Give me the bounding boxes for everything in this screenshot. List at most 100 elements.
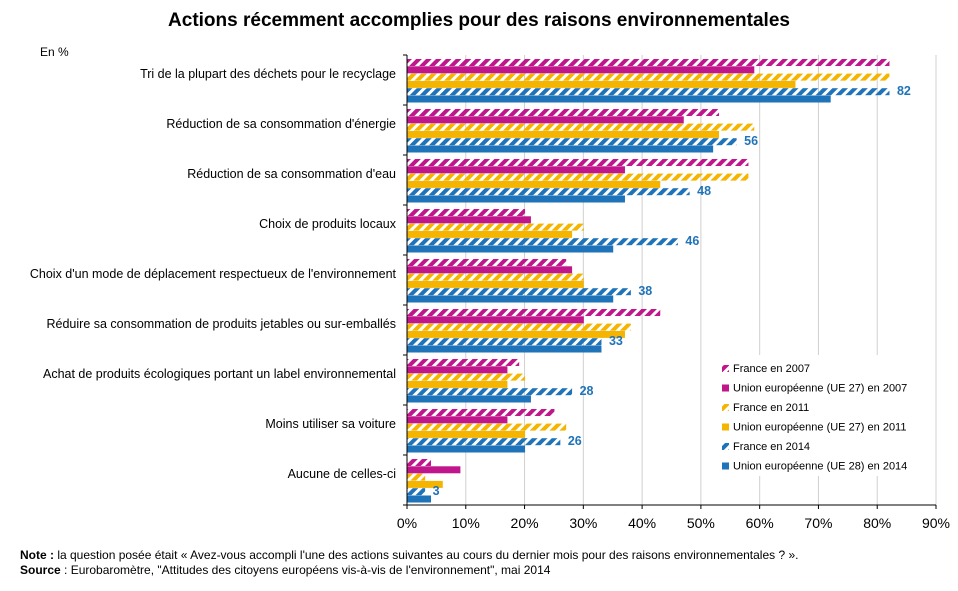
x-tick-label: 20% (511, 515, 539, 531)
bar (407, 223, 584, 231)
data-label: 38 (638, 284, 652, 298)
bar (407, 495, 432, 503)
bar (407, 316, 584, 324)
x-tick-label: 70% (804, 515, 832, 531)
legend-swatch (722, 404, 729, 411)
bar (407, 409, 555, 416)
legend-label: France en 2007 (733, 363, 810, 375)
category-labels: Tri de la plupart des déchets pour le re… (30, 67, 397, 481)
legend-label: Union européenne (UE 28) en 2014 (733, 461, 907, 473)
bar (407, 280, 584, 288)
bar (407, 273, 584, 281)
bars: 82 56 48 46 38 33 28 26 3 (407, 59, 911, 503)
bar (407, 138, 737, 146)
bar (407, 430, 526, 438)
bar (407, 245, 614, 253)
bar (407, 73, 890, 81)
bar (407, 330, 625, 338)
bar (407, 373, 526, 381)
category-label: Choix d'un mode de déplacement respectue… (30, 267, 397, 281)
bar (407, 459, 432, 466)
category-label: Réduction de sa consommation d'eau (187, 167, 396, 181)
bar (407, 216, 531, 224)
note-line: Note : la question posée était « Avez-vo… (20, 548, 799, 563)
legend: France en 2007 Union européenne (UE 27) e… (718, 355, 930, 476)
bar (407, 323, 631, 331)
data-label: 46 (685, 234, 699, 248)
bar (407, 445, 526, 453)
x-tick-label: 60% (746, 515, 774, 531)
bar (407, 380, 508, 388)
x-tick-label: 40% (628, 515, 656, 531)
bar (407, 473, 426, 481)
data-label: 82 (897, 84, 911, 98)
category-label: Réduction de sa consommation d'énergie (166, 117, 396, 131)
bar (407, 466, 461, 474)
bar (407, 109, 720, 116)
note-label: Note : (20, 548, 54, 562)
bar (407, 480, 443, 488)
bar (407, 123, 755, 131)
category-label: Réduire sa consommation de produits jeta… (47, 317, 397, 331)
bar (407, 188, 690, 196)
bar (407, 288, 631, 296)
source-text: : Eurobaromètre, "Attitudes des citoyens… (60, 563, 551, 577)
bar (407, 488, 426, 496)
bar (407, 230, 573, 238)
bar (407, 180, 661, 188)
bar (407, 80, 796, 88)
data-label: 3 (433, 484, 440, 498)
bar (407, 359, 520, 366)
bar (407, 259, 567, 266)
data-label: 33 (609, 334, 623, 348)
bar (407, 423, 567, 431)
bar (407, 345, 602, 353)
category-label: Achat de produits écologiques portant un… (43, 367, 396, 381)
bar-chart: 82 56 48 46 38 33 28 26 3 0% 10% 20% 30% 40% 50% 60% 70… (30, 54, 950, 531)
bar (407, 309, 661, 316)
data-label: 48 (697, 184, 711, 198)
bar (407, 95, 831, 103)
source-line: Source : Eurobaromètre, "Attitudes des c… (20, 563, 799, 578)
category-label: Aucune de celles-ci (288, 467, 396, 481)
chart-title: Actions récemment accomplies pour des ra… (168, 10, 790, 31)
bar (407, 266, 573, 274)
bar (407, 66, 755, 74)
axes: 0% 10% 20% 30% 40% 50% 60% 70% 80% 90% (397, 54, 950, 531)
unit-label: En % (40, 45, 69, 59)
bar (407, 209, 526, 216)
bar (407, 238, 678, 246)
x-tick-label: 80% (863, 515, 891, 531)
data-label: 26 (568, 434, 582, 448)
bar (407, 159, 749, 166)
bar (407, 388, 573, 396)
category-label: Choix de produits locaux (259, 217, 397, 231)
data-label: 28 (580, 384, 594, 398)
legend-label: France en 2014 (733, 441, 810, 453)
bar (407, 295, 614, 303)
x-tick-label: 90% (922, 515, 950, 531)
bar (407, 130, 720, 138)
category-label: Moins utiliser sa voiture (265, 417, 396, 431)
data-label: 56 (744, 134, 758, 148)
legend-label: Union européenne (UE 27) en 2011 (733, 422, 906, 434)
legend-swatch (722, 423, 729, 431)
bar (407, 395, 531, 403)
x-tick-label: 30% (569, 515, 597, 531)
legend-swatch (722, 365, 729, 372)
x-tick-label: 10% (452, 515, 480, 531)
bar (407, 438, 561, 446)
bar (407, 166, 625, 174)
bar (407, 366, 508, 374)
bar (407, 59, 890, 66)
legend-box (718, 355, 930, 476)
bar (407, 416, 508, 424)
legend-swatch (722, 462, 729, 470)
legend-swatch (722, 443, 729, 450)
bar (407, 338, 602, 346)
bar (407, 173, 749, 181)
category-label: Tri de la plupart des déchets pour le re… (140, 67, 396, 81)
note-text: la question posée était « Avez-vous acco… (54, 548, 799, 562)
legend-label: France en 2011 (733, 402, 809, 414)
source-label: Source (20, 563, 61, 577)
